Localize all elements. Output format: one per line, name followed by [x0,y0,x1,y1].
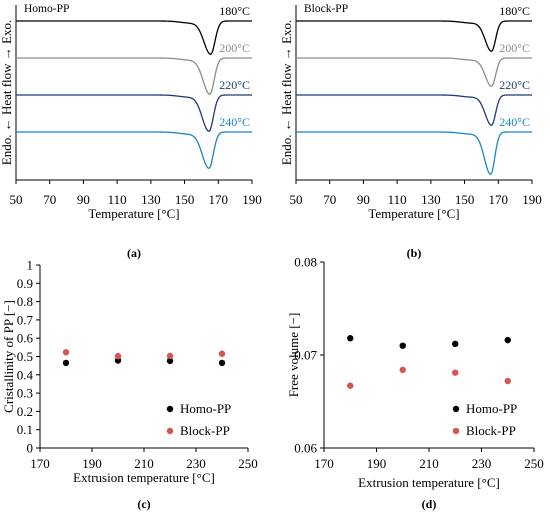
data-point [218,350,226,357]
legend-entry: Block-PP [466,423,516,438]
data-point [452,369,459,376]
series-label: 180°C [219,4,250,18]
x-tick-label: 190 [367,456,387,471]
dsc-curve [296,57,532,87]
dsc-curve [296,94,532,126]
y-axis-label: Cristallinity of PP [−] [1,300,16,413]
data-point [504,336,511,344]
panel-label: (a) [127,246,141,260]
data-point [504,377,511,385]
data-point [347,382,354,389]
legend-entry: Homo-PP [180,401,231,416]
scatter-panel-d: 170 190 210 230 250 0.06 0.07 0.08 Homo-PP Block-… [286,255,544,512]
y-tick-label: 0.8 [17,294,33,309]
series-label: 220°C [219,78,250,92]
x-tick-label: 130 [421,192,441,207]
x-tick-label: 50 [290,192,303,207]
x-tick-label: 150 [455,192,475,207]
panel-label: (d) [422,497,437,511]
data-point [347,335,354,342]
y-tick-label: 0.07 [294,348,317,363]
data-point [399,366,406,374]
y-axis-label: Free volume [−] [286,313,301,398]
data-point [166,352,174,360]
dsc-curve [16,20,252,55]
data-point [114,357,122,364]
dsc-curve [16,57,252,95]
data-point [166,357,174,365]
y-tick-label: 0 [27,441,34,456]
x-tick-label: 150 [175,192,195,207]
series-label: 200°C [219,41,250,55]
y-tick-label: 0.9 [17,276,33,291]
y-tick-label: 1 [27,258,34,273]
y-tick-label: 0.08 [294,255,317,270]
legend-marker [166,427,174,435]
y-tick-label: 0.6 [17,331,34,346]
y-tick-label: 0.06 [294,441,317,456]
x-tick-label: 130 [141,192,161,207]
x-tick-label: 110 [108,192,127,207]
x-tick-label: 90 [77,192,90,207]
legend-marker [166,405,174,413]
data-point [62,349,70,356]
y-tick-label: 0.2 [17,404,33,419]
x-axis-label: Extrusion temperature [°C] [358,475,500,490]
x-tick-label: 210 [419,456,439,471]
x-tick-label: 210 [134,456,154,471]
x-tick-label: 110 [388,192,407,207]
x-tick-label: 190 [242,192,262,207]
series-label: 240°C [499,115,530,129]
data-point [114,352,122,360]
panel-label: (b) [407,246,422,260]
x-axis-label: Temperature [°C] [368,206,459,221]
x-tick-label: 230 [472,456,492,471]
y-tick-label: 0.5 [17,349,33,364]
dsc-curve [16,94,252,132]
x-tick-label: 250 [524,456,544,471]
series-label: 200°C [499,41,530,55]
y-axis-label: Endo. ← Heat flow → Exo. [279,20,294,166]
x-tick-label: 90 [357,192,370,207]
x-tick-label: 170 [209,192,229,207]
series-label: 220°C [499,78,530,92]
x-tick-label: 70 [323,192,336,207]
y-axis-label: Endo. ← Heat flow → Exo. [0,20,14,166]
scatter-panel-c: 170 190 210 230 250 0 0.1 0.2 0.3 0.4 0.5 0.6 0.7 0.8… [1,258,258,512]
y-tick-label: 0.3 [17,386,33,401]
x-tick-label: 250 [238,456,258,471]
x-tick-label: 190 [82,456,102,471]
series-label: 240°C [219,115,250,129]
series-label: 180°C [499,4,530,18]
x-tick-label: 170 [314,456,334,471]
data-point [452,340,459,348]
dsc-curve [296,131,532,176]
dsc-curve [16,131,252,169]
data-point [399,342,406,349]
x-tick-label: 170 [30,456,50,471]
x-tick-label: 170 [489,192,509,207]
y-tick-label: 0.1 [17,422,33,437]
y-tick-label: 0.4 [17,367,34,382]
dsc-panel-b: 50 70 90 110 130 150 170 190 180°C 200°C 220°C 240°… [279,3,542,260]
legend-entry: Block-PP [180,423,230,438]
data-point [62,359,70,367]
legend-entry: Homo-PP [466,401,517,416]
x-tick-label: 230 [186,456,206,471]
x-axis-label: Temperature [°C] [88,206,179,221]
x-tick-label: 190 [522,192,542,207]
dsc-curve [296,20,532,52]
panel-label: (c) [137,497,150,511]
x-axis-label: Extrusion temperature [°C] [73,470,215,485]
panel-title: Homo-PP [24,3,69,15]
data-point [218,359,226,367]
x-tick-label: 70 [43,192,56,207]
legend-marker [452,405,460,413]
legend-marker [452,427,460,435]
y-tick-label: 0.7 [17,312,34,327]
dsc-panel-a: 50 70 90 110 130 150 170 190 180°C 200°C 220°C 240°… [0,3,262,260]
x-tick-label: 50 [10,192,23,207]
panel-title: Block-PP [304,3,348,15]
